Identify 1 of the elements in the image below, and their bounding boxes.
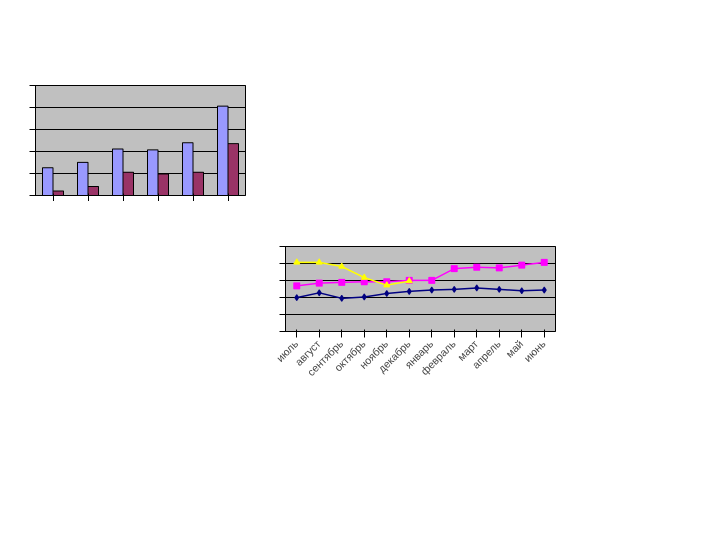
x-tick-label: май xyxy=(504,338,526,360)
